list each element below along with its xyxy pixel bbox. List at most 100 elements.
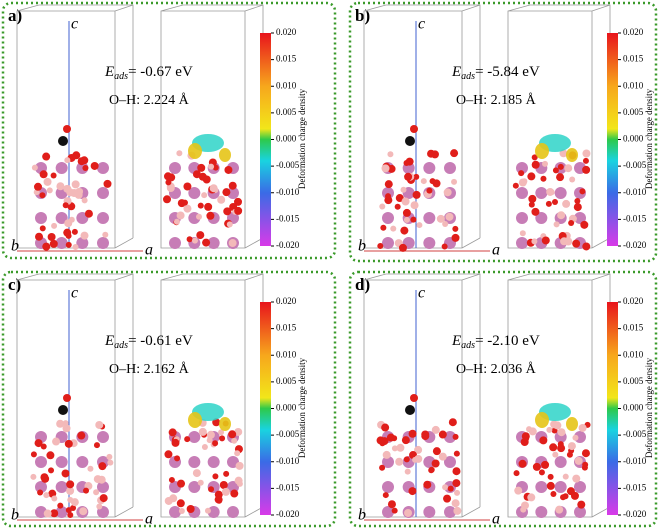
atom: [169, 162, 181, 174]
colorbar-tick-label: -0.005: [623, 429, 647, 439]
atom: [35, 212, 47, 224]
atom: [55, 456, 68, 468]
unit-cell: [160, 273, 264, 518]
atom: [90, 161, 99, 170]
atom: [532, 462, 541, 471]
atom: [57, 502, 64, 509]
atom: [572, 434, 579, 441]
adsorbate: [410, 125, 418, 133]
atom: [207, 506, 220, 518]
atom: [553, 221, 560, 228]
atom: [379, 440, 386, 447]
atom: [438, 430, 447, 439]
colorbar-tick-label: -0.005: [623, 160, 647, 170]
atom: [382, 506, 394, 518]
atom: [76, 237, 89, 249]
colorbar: [607, 302, 618, 515]
atom: [97, 162, 109, 174]
atom: [197, 479, 204, 486]
atom: [212, 473, 219, 480]
atom: [202, 175, 211, 184]
atom: [514, 486, 523, 495]
atom: [531, 154, 538, 161]
atom: [77, 157, 86, 166]
atom: [528, 194, 537, 203]
atom: [527, 493, 536, 502]
atom: [518, 170, 525, 177]
atom: [47, 232, 56, 241]
atom: [198, 427, 207, 436]
colorbar-tick-label: -0.005: [276, 160, 300, 170]
atom: [402, 208, 411, 217]
atom: [188, 456, 201, 468]
colorbar-label: Deformation charge density: [297, 88, 307, 189]
atom: [98, 462, 107, 471]
atom: [535, 506, 548, 518]
colorbar-label: Deformation charge density: [297, 357, 307, 458]
atom: [55, 481, 68, 493]
axis-label-c: c: [71, 285, 78, 302]
energy-symbol: E: [104, 64, 114, 80]
atom: [79, 507, 88, 516]
atom: [541, 236, 550, 245]
atom: [204, 202, 213, 211]
charge-density: [535, 143, 549, 159]
atom: [35, 481, 47, 493]
colorbar-tick-label: -0.020: [623, 509, 647, 519]
atom: [34, 439, 43, 448]
atom: [574, 506, 586, 518]
atom: [35, 456, 47, 468]
atom: [234, 427, 243, 436]
colorbar-tick-label: 0.005: [276, 107, 297, 117]
atom: [55, 506, 68, 518]
atom: [528, 201, 535, 208]
charge-density: [188, 412, 202, 428]
atom: [412, 190, 421, 199]
unit-cell: [160, 4, 264, 249]
atom: [403, 216, 410, 223]
atom: [192, 170, 201, 179]
atom: [562, 473, 569, 480]
atom: [444, 456, 456, 468]
atom: [228, 181, 237, 190]
atom: [387, 164, 396, 173]
atom: [429, 178, 436, 185]
atom: [540, 175, 547, 182]
atom: [423, 480, 432, 489]
atom: [236, 480, 243, 487]
atom: [535, 481, 548, 493]
atom: [452, 467, 461, 476]
atom: [107, 459, 114, 466]
adsorbate: [405, 405, 415, 415]
colorbar-tick-label: -0.005: [276, 429, 300, 439]
atom: [444, 431, 456, 443]
axis-label-b: b: [358, 507, 366, 524]
atom: [30, 473, 37, 480]
atom: [414, 445, 423, 454]
atom: [541, 460, 550, 469]
panel: b) c a b Eads= -5.84 eV O–H: 2.185 Å 0.020 0.01…: [348, 1, 658, 263]
atom: [56, 419, 65, 428]
panel-border: [1, 270, 337, 528]
atom: [181, 199, 188, 206]
atom: [516, 212, 528, 224]
atom: [408, 429, 417, 438]
atom: [557, 211, 566, 220]
atom: [451, 233, 460, 242]
atom: [562, 199, 571, 208]
atom: [557, 163, 564, 170]
energy-symbol: E: [104, 333, 114, 349]
atom: [451, 499, 460, 508]
atom: [579, 188, 586, 195]
atom: [97, 237, 109, 249]
atom: [230, 489, 239, 498]
atom: [188, 431, 201, 443]
atom: [582, 149, 591, 158]
atom: [31, 164, 38, 171]
atom: [81, 197, 88, 204]
adsorption-energy: Eads= -5.84 eV: [451, 64, 540, 82]
unit-cell: [363, 4, 481, 249]
atom: [564, 237, 573, 246]
atom: [55, 212, 68, 224]
panel-label: d): [355, 275, 370, 294]
